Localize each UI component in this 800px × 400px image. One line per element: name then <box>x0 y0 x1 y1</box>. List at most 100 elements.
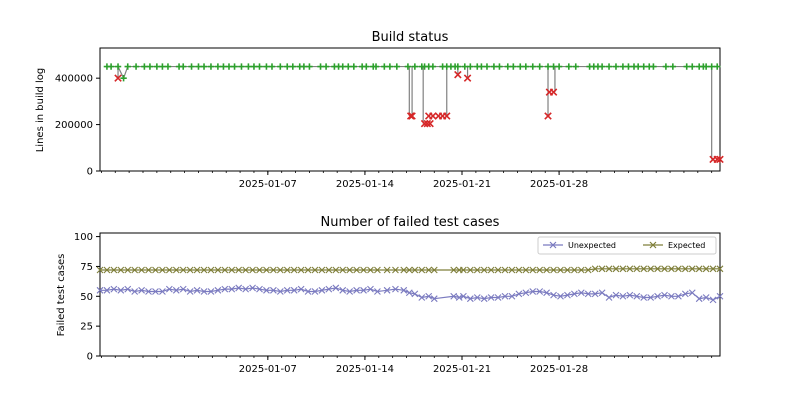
x-tick-label: 2025-01-28 <box>530 179 588 190</box>
series-point-unexpected <box>543 289 551 297</box>
failed-tests-marks <box>96 265 724 304</box>
series-point-expected <box>515 266 523 274</box>
series-point-unexpected <box>311 288 319 295</box>
build-pass-marker <box>605 63 613 70</box>
series-point-unexpected <box>179 285 187 293</box>
series-point-unexpected <box>235 284 243 292</box>
y-tick-label: 50 <box>80 292 93 303</box>
series-point-unexpected <box>207 288 215 295</box>
build-pass-marker <box>120 74 127 82</box>
series-point-unexpected <box>283 286 291 294</box>
series-point-unexpected <box>172 286 180 294</box>
series-point-unexpected <box>626 291 634 299</box>
series-point-expected <box>564 266 571 274</box>
series-point-expected <box>425 266 433 274</box>
series-point-unexpected <box>473 294 481 301</box>
build-pass-marker <box>188 63 195 70</box>
series-point-expected <box>145 266 152 274</box>
series-point-unexpected <box>425 292 433 300</box>
series-point-expected <box>466 266 474 274</box>
series-point-unexpected <box>688 289 696 297</box>
series-point-unexpected <box>249 284 256 292</box>
series-point-unexpected <box>450 292 458 300</box>
series-point-expected <box>249 266 256 274</box>
series-point-unexpected <box>96 286 104 294</box>
series-point-expected <box>550 266 557 274</box>
series-point-expected <box>374 266 381 274</box>
build-pass-marker <box>393 63 401 70</box>
series-point-expected <box>709 265 717 273</box>
build-pass-marker <box>372 63 380 70</box>
series-point-expected <box>207 266 215 274</box>
series-point-unexpected <box>145 288 152 295</box>
build-pass-marker <box>195 63 202 70</box>
series-point-unexpected <box>138 286 145 294</box>
build-fail-marker <box>544 112 552 120</box>
x-tick-label: 2025-01-14 <box>336 364 394 375</box>
series-point-unexpected <box>633 292 641 300</box>
legend-box <box>537 236 717 255</box>
series-point-expected <box>172 266 180 274</box>
series-point-unexpected <box>263 286 270 294</box>
series-point-expected <box>654 265 661 273</box>
series-point-expected <box>221 266 229 274</box>
build-pass-marker <box>662 63 670 70</box>
series-point-expected <box>612 265 620 273</box>
series-point-expected <box>487 266 495 274</box>
series-point-expected <box>411 266 419 274</box>
series-point-expected <box>591 265 599 273</box>
build-fail-marker <box>114 74 122 82</box>
build-pass-marker <box>555 63 563 70</box>
failed-tests-ylabel: Failed test cases <box>56 254 67 337</box>
build-fail-marker <box>406 112 415 120</box>
series-point-expected <box>228 266 236 274</box>
series-point-unexpected <box>200 288 208 295</box>
series-point-unexpected <box>598 289 606 297</box>
failed-tests-y-axis: 0 25 50 75 100 <box>74 232 100 363</box>
series-point-unexpected <box>605 294 613 301</box>
series-point-expected <box>392 266 399 274</box>
build-pass-marker <box>536 63 543 70</box>
series-point-expected <box>353 266 360 274</box>
build-pass-marker <box>141 63 148 70</box>
series-point-unexpected <box>269 286 277 294</box>
series-point-unexpected <box>383 286 391 294</box>
build-pass-marker <box>220 63 227 70</box>
build-pass-marker <box>245 63 252 70</box>
build-pass-marker <box>669 63 677 70</box>
series-point-unexpected <box>411 290 419 298</box>
y-tick-label: 400000 <box>55 74 93 85</box>
series-point-unexpected <box>339 286 347 294</box>
build-pass-marker <box>640 63 647 70</box>
series-point-expected <box>186 266 194 274</box>
x-tick-label: 2025-01-07 <box>239 179 297 190</box>
build-pass-marker <box>214 63 222 70</box>
x-tick-label: 2025-01-21 <box>433 179 491 190</box>
build-status-panel: Build status Lines in build log 0 200000 4… <box>35 30 724 190</box>
build-pass-marker <box>522 63 530 70</box>
build-pass-marker <box>598 63 606 70</box>
series-point-expected <box>124 266 132 274</box>
build-pass-marker <box>634 63 642 70</box>
series-point-unexpected <box>193 286 201 294</box>
series-point-unexpected <box>214 286 222 294</box>
series-point-expected <box>131 266 139 274</box>
series-point-expected <box>318 266 326 274</box>
series-point-expected <box>598 265 606 273</box>
build-pass-marker <box>714 63 721 70</box>
series-point-expected <box>695 265 703 273</box>
build-pass-marker <box>268 63 276 70</box>
x-tick-label: 2025-01-07 <box>239 364 297 375</box>
build-pass-marker <box>322 63 330 70</box>
series-point-expected <box>494 266 502 274</box>
build-pass-marker <box>461 63 468 70</box>
legend-expected-label: Expected <box>668 241 705 250</box>
series-point-expected <box>325 266 333 274</box>
build-pass-marker <box>478 63 485 70</box>
series-point-unexpected <box>536 288 544 295</box>
series-point-expected <box>256 266 263 274</box>
series-point-unexpected <box>242 285 250 293</box>
y-tick-label: 200000 <box>55 120 93 131</box>
series-point-expected <box>702 265 710 273</box>
build-pass-marker <box>708 63 715 70</box>
